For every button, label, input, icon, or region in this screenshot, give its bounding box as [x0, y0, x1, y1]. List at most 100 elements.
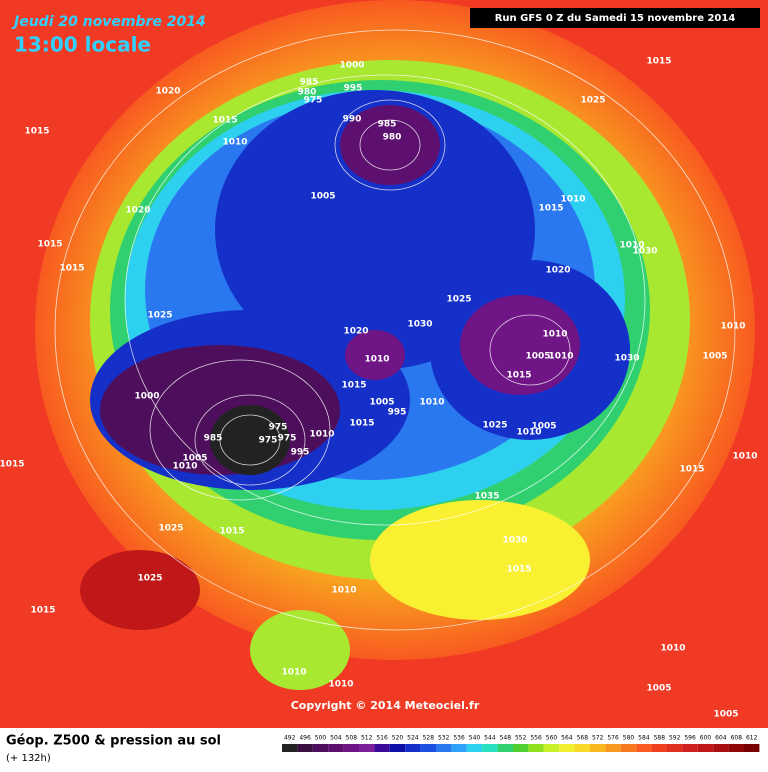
- isobar-label: 1005: [525, 352, 550, 362]
- isobar-label: 1015: [37, 240, 62, 250]
- colorbar-swatch: [466, 744, 483, 752]
- colorbar-swatch: [620, 744, 637, 752]
- colorbar-swatch: [451, 744, 467, 752]
- isobar-label: 1010: [328, 680, 353, 690]
- isobar-label: 1010: [516, 428, 541, 438]
- colorbar-swatch: [513, 744, 529, 752]
- isobar-label: 1020: [545, 266, 570, 276]
- isobar-label: 1010: [732, 452, 757, 462]
- colorbar-label: 528: [423, 735, 435, 742]
- isobar-label: 1030: [407, 320, 432, 330]
- colorbar-label: 564: [561, 735, 573, 742]
- colorbar-swatch: [636, 744, 652, 752]
- isobar-label: 1010: [222, 138, 247, 148]
- isobar-label: 1015: [341, 381, 366, 391]
- isobar-label: 1005: [702, 352, 727, 362]
- colorbar-label: 580: [623, 735, 635, 742]
- isobar-label: 1010: [548, 352, 573, 362]
- colorbar-label: 516: [376, 735, 388, 742]
- colorbar-label: 532: [438, 735, 450, 742]
- colorbar-label: 596: [684, 735, 696, 742]
- isobar-label: 1030: [632, 247, 657, 257]
- isobar-label: 1015: [506, 371, 531, 381]
- isobar-label: 1015: [30, 606, 55, 616]
- colorbar-swatch: [744, 744, 760, 752]
- colorbar-swatch: [682, 744, 698, 752]
- colorbar-label: 612: [746, 735, 758, 742]
- colorbar-label: 588: [654, 735, 666, 742]
- isobar-label: 1010: [619, 241, 644, 251]
- colorbar-label: 544: [484, 735, 496, 742]
- isobar-label: 1010: [542, 330, 567, 340]
- map-background: [0, 0, 768, 728]
- colorbar-swatch: [389, 744, 406, 752]
- colorbar-swatch: [559, 744, 575, 752]
- colorbar-label: 608: [731, 735, 743, 742]
- isobar-label: 1005: [182, 454, 207, 464]
- colorbar-swatch: [482, 744, 498, 752]
- isobar-label: 1010: [331, 586, 356, 596]
- isobar-label: 1015: [59, 264, 84, 274]
- isobar-label: 1015: [646, 57, 671, 67]
- colorbar-label: 560: [546, 735, 558, 742]
- isobar-label: 975: [269, 423, 288, 433]
- isobar-label: 1005: [310, 192, 335, 202]
- colorbar-swatch: [667, 744, 683, 752]
- isobar-label: 1015: [24, 127, 49, 137]
- colorbar-swatch: [436, 744, 452, 752]
- isobar-label: 1010: [364, 355, 389, 365]
- isobar-label: 995: [344, 84, 363, 94]
- colorbar-swatch: [420, 744, 436, 752]
- colorbar-label: 556: [530, 735, 542, 742]
- isobar-label: 980: [383, 133, 402, 143]
- isobar-label: 1010: [419, 398, 444, 408]
- isobar-label: 1005: [646, 684, 671, 694]
- isobar-label: 1025: [482, 421, 507, 431]
- isobar-label: 1010: [560, 195, 585, 205]
- isobar-label: 1015: [538, 204, 563, 214]
- colorbar-label: 548: [500, 735, 512, 742]
- colorbar-label: 492: [284, 735, 296, 742]
- isobar-label: 985: [378, 120, 397, 130]
- footer-title: Géop. Z500 & pression au sol: [6, 734, 221, 749]
- colorbar-label: 572: [592, 735, 604, 742]
- isobar-label: 1000: [134, 392, 159, 402]
- isobar-label: 1025: [580, 96, 605, 106]
- colorbar-label: 576: [607, 735, 619, 742]
- colorbar-swatch: [713, 744, 729, 752]
- isobar-label: 1020: [343, 327, 368, 337]
- isobar-label: 985: [300, 78, 319, 88]
- colorbar-swatch: [312, 744, 329, 752]
- colorbar-label: 496: [299, 735, 311, 742]
- isobar-label: 1015: [212, 116, 237, 126]
- isobar-label: 1035: [474, 492, 499, 502]
- colorbar-swatch: [497, 744, 513, 752]
- isobar-label: 1020: [155, 87, 180, 97]
- colorbar-swatch: [697, 744, 714, 752]
- colorbar-swatch: [374, 744, 390, 752]
- isobar-label: 1015: [506, 565, 531, 575]
- colorbar-label: 592: [669, 735, 681, 742]
- colorbar-swatch: [728, 744, 744, 752]
- isobar-label: 995: [291, 448, 310, 458]
- isobar-label: 1025: [147, 311, 172, 321]
- colorbar-swatch: [590, 744, 606, 752]
- colorbar-swatch: [297, 744, 313, 752]
- isobar-label: 1030: [614, 354, 639, 364]
- copyright: Copyright © 2014 Meteociel.fr: [291, 699, 480, 712]
- colorbar-label: 508: [346, 735, 358, 742]
- isobar-label: 1010: [172, 462, 197, 472]
- colorbar-label: 604: [715, 735, 727, 742]
- isobar-label: 990: [343, 115, 362, 125]
- colorbar: 492 496 500 504 508 512 516 520 524 528 532 536 540 5…: [282, 735, 760, 752]
- isobar-label: 1025: [158, 524, 183, 534]
- colorbar-swatch: [405, 744, 421, 752]
- isobar-label: 1015: [679, 465, 704, 475]
- colorbar-swatch: [343, 744, 359, 752]
- colorbar-label: 536: [453, 735, 465, 742]
- colorbar-label: 600: [700, 735, 712, 742]
- colorbar-label: 504: [330, 735, 342, 742]
- isobar-label: 1015: [349, 419, 374, 429]
